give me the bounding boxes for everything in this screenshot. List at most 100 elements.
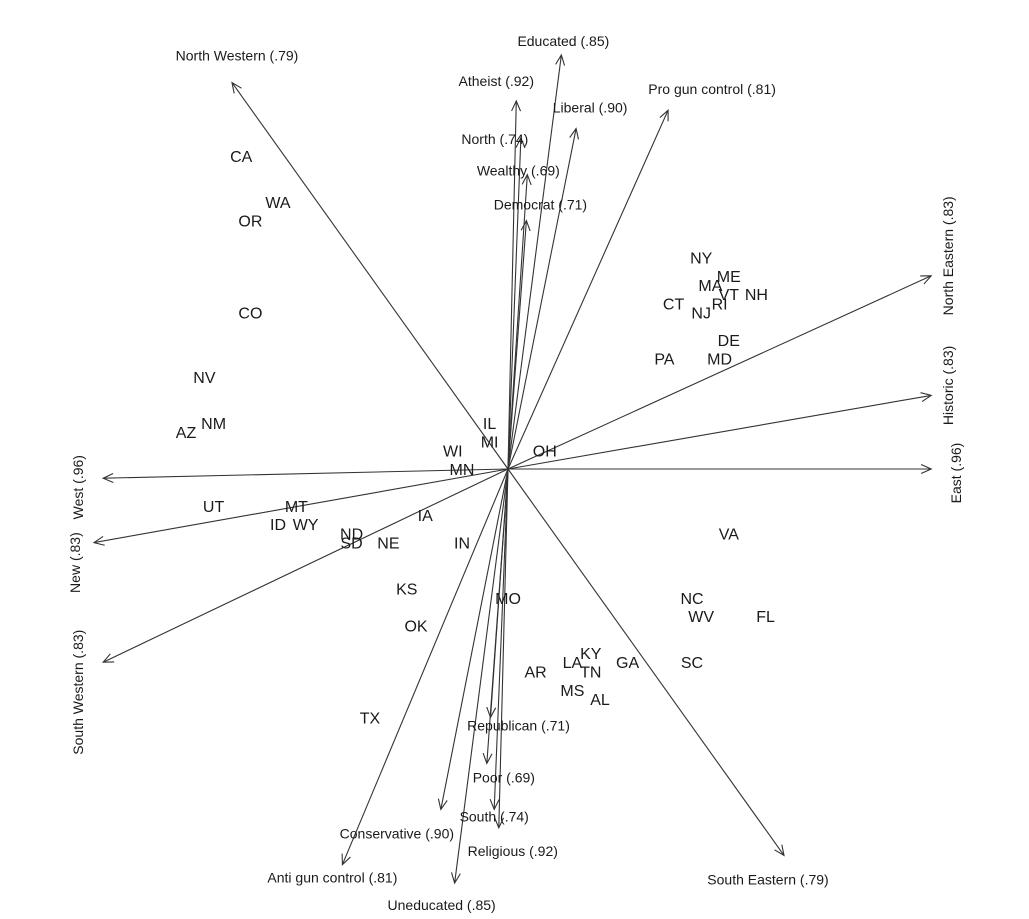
- educated-vector-label: Educated (.85): [517, 33, 609, 49]
- democrat-vector: [507, 220, 527, 470]
- state-label-oh: OH: [533, 444, 557, 461]
- atheist-arrowhead: [511, 99, 522, 112]
- state-label-ks: KS: [396, 582, 417, 599]
- state-label-az: AZ: [176, 425, 197, 442]
- state-label-wa: WA: [265, 195, 291, 212]
- wealthy-arrowhead: [521, 173, 532, 186]
- west-vector-label: West (.96): [70, 455, 86, 519]
- state-label-mi: MI: [481, 434, 499, 451]
- south-eastern-vector-label: South Eastern (.79): [707, 871, 828, 887]
- state-label-id: ID: [270, 517, 286, 534]
- vector-labels: North Western (.79) Educated (.85) Atheist…: [67, 33, 964, 913]
- state-label-nv: NV: [193, 370, 216, 387]
- state-label-mn: MN: [450, 462, 475, 479]
- uneducated-vector: [454, 468, 509, 884]
- south-western-arrowhead: [101, 653, 115, 663]
- state-label-va: VA: [719, 526, 739, 543]
- state-label-la: LA: [563, 655, 583, 672]
- conservative-vector: [440, 468, 509, 810]
- east-arrowhead: [920, 464, 933, 474]
- pro-gun-control-arrowhead: [659, 108, 669, 122]
- pro-gun-control-vector: [507, 109, 669, 470]
- uneducated-vector-label: Uneducated (.85): [388, 897, 496, 913]
- state-label-ut: UT: [203, 499, 225, 516]
- state-label-tx: TX: [360, 710, 381, 727]
- state-label-il: IL: [483, 416, 496, 433]
- poor-arrowhead: [482, 752, 493, 765]
- state-label-mt: MT: [285, 499, 308, 516]
- historic-vector-label: Historic (.83): [940, 346, 956, 425]
- educated-vector: [507, 54, 562, 470]
- liberal-vector: [507, 128, 577, 470]
- state-label-nh: NH: [745, 287, 768, 304]
- educated-arrowhead: [555, 53, 566, 66]
- state-label-vt: VT: [719, 287, 740, 304]
- poor-vector-label: Poor (.69): [473, 769, 535, 785]
- state-label-de: DE: [718, 333, 740, 350]
- north-eastern-arrowhead: [920, 275, 933, 285]
- north-eastern-vector: [507, 275, 932, 470]
- state-label-ia: IA: [418, 508, 433, 525]
- south-vector: [493, 468, 509, 810]
- historic-vector: [507, 394, 932, 470]
- state-label-wv: WV: [688, 609, 714, 626]
- east-vector-label: East (.96): [948, 443, 964, 504]
- anti-gun-control-vector-label: Anti gun control (.81): [267, 870, 397, 886]
- north-western-vector: [231, 82, 509, 470]
- state-label-ct: CT: [663, 296, 685, 313]
- vector-arrows: [92, 53, 933, 885]
- state-label-nm: NM: [201, 416, 226, 433]
- wealthy-vector-label: Wealthy (.69): [477, 163, 560, 179]
- atheist-vector: [507, 100, 517, 470]
- north-vector-label: North (.74): [461, 131, 528, 147]
- liberal-arrowhead: [569, 127, 580, 140]
- south-western-vector-label: South Western (.83): [70, 630, 86, 755]
- state-label-me: ME: [717, 269, 741, 286]
- north-western-arrowhead: [231, 81, 242, 94]
- new-arrowhead: [92, 535, 105, 546]
- state-label-nc: NC: [680, 591, 703, 608]
- north-western-vector-label: North Western (.79): [176, 48, 299, 64]
- north-eastern-vector-label: North Eastern (.83): [940, 196, 956, 315]
- south-eastern-arrowhead: [774, 844, 785, 857]
- west-arrowhead: [101, 472, 114, 483]
- state-label-ms: MS: [560, 683, 584, 700]
- state-label-ok: OK: [404, 618, 427, 635]
- state-label-md: MD: [707, 352, 732, 369]
- liberal-vector-label: Liberal (.90): [553, 100, 628, 116]
- state-label-wy: WY: [293, 517, 319, 534]
- state-label-ne: NE: [377, 536, 399, 553]
- conservative-vector-label: Conservative (.90): [340, 825, 454, 841]
- north-vector: [507, 137, 522, 470]
- state-label-ca: CA: [230, 149, 253, 166]
- anti-gun-control-vector: [341, 468, 509, 865]
- state-label-tn: TN: [580, 664, 601, 681]
- pro-gun-control-vector-label: Pro gun control (.81): [648, 81, 776, 97]
- democrat-arrowhead: [520, 219, 531, 232]
- religious-vector-label: Religious (.92): [468, 843, 558, 859]
- state-label-ar: AR: [524, 664, 546, 681]
- state-label-or: OR: [238, 214, 262, 231]
- state-label-fl: FL: [756, 609, 775, 626]
- north-arrowhead: [515, 136, 526, 149]
- south-arrowhead: [489, 798, 500, 811]
- historic-arrowhead: [920, 392, 933, 402]
- state-label-al: AL: [590, 692, 610, 709]
- republican-vector-label: Republican (.71): [467, 717, 570, 733]
- poor-vector: [486, 468, 509, 764]
- state-label-ri: RI: [712, 296, 728, 313]
- anti-gun-control-arrowhead: [341, 853, 351, 866]
- new-vector-label: New (.83): [67, 532, 83, 593]
- religious-vector: [498, 468, 509, 828]
- conservative-arrowhead: [437, 798, 448, 811]
- state-label-mo: MO: [495, 591, 521, 608]
- state-label-ma: MA: [698, 278, 722, 295]
- south-vector-label: South (.74): [460, 808, 529, 824]
- state-label-nd: ND: [340, 526, 363, 543]
- state-label-in: IN: [454, 536, 470, 553]
- state-label-ky: KY: [580, 646, 602, 663]
- democrat-vector-label: Democrat (.71): [494, 197, 587, 213]
- state-label-sc: SC: [681, 655, 703, 672]
